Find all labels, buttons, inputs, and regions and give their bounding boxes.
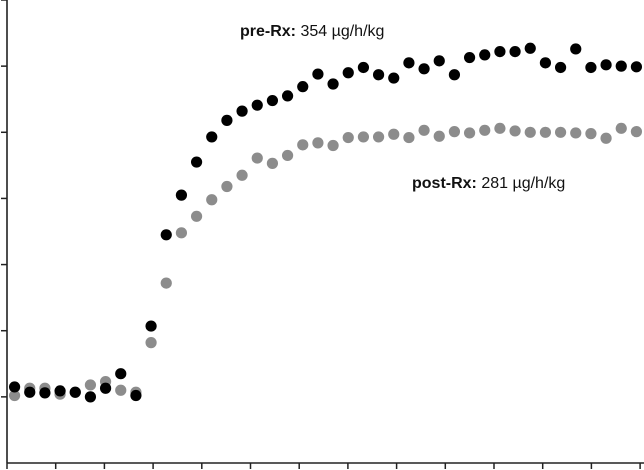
- data-point: [600, 132, 612, 144]
- data-point: [190, 156, 203, 168]
- data-point: [539, 57, 552, 69]
- data-point: [570, 127, 582, 139]
- data-point: [570, 43, 582, 55]
- data-point: [554, 126, 567, 138]
- data-point: [524, 126, 536, 138]
- y-axis: [1, 0, 8, 463]
- annotation-pre-rx: pre-Rx: 354 µg/h/kg: [240, 23, 384, 40]
- data-point: [39, 387, 51, 399]
- data-point: [433, 130, 445, 142]
- data-point: [206, 131, 218, 143]
- data-point: [281, 90, 294, 102]
- data-point: [372, 131, 385, 143]
- data-point: [175, 227, 188, 239]
- data-point: [327, 78, 339, 90]
- data-point: [145, 337, 157, 349]
- data-point: [630, 61, 643, 73]
- data-point: [509, 45, 521, 58]
- data-point: [585, 128, 597, 140]
- data-point: [342, 67, 354, 79]
- series-post-rx: [8, 122, 643, 402]
- data-point: [206, 194, 218, 206]
- data-point: [615, 60, 627, 72]
- data-point: [479, 124, 491, 136]
- data-point: [297, 81, 309, 93]
- data-point: [388, 72, 400, 84]
- data-point: [403, 57, 415, 69]
- data-point: [251, 152, 263, 164]
- data-point: [433, 55, 445, 67]
- data-point: [585, 61, 597, 74]
- data-point: [24, 386, 36, 398]
- data-point: [175, 189, 188, 201]
- data-point: [494, 122, 506, 134]
- data-point: [54, 385, 66, 397]
- data-point: [84, 391, 97, 403]
- data-point: [539, 126, 552, 138]
- annotation-pre-rx-value: 354 µg/h/kg: [296, 23, 384, 40]
- data-point: [327, 139, 339, 152]
- data-point: [372, 69, 385, 81]
- data-point: [615, 122, 627, 134]
- data-point: [494, 45, 506, 58]
- data-point: [357, 131, 370, 143]
- data-point: [8, 381, 21, 393]
- annotation-pre-rx-label: pre-Rx:: [240, 23, 296, 40]
- annotation-post-rx-value: 281 µg/h/kg: [477, 175, 565, 192]
- data-point: [221, 180, 233, 193]
- data-point: [524, 42, 536, 54]
- data-point: [448, 69, 461, 81]
- data-point: [190, 210, 203, 222]
- data-point: [418, 124, 430, 136]
- data-point: [236, 105, 248, 117]
- data-point: [554, 61, 567, 74]
- data-point: [8, 389, 21, 402]
- data-point: [342, 131, 354, 144]
- data-point: [357, 61, 370, 74]
- data-point: [509, 125, 521, 137]
- data-point: [115, 368, 127, 380]
- data-point: [463, 51, 476, 64]
- data-point: [115, 384, 127, 396]
- data-point: [448, 126, 461, 138]
- data-point: [69, 386, 81, 398]
- data-point: [600, 59, 612, 71]
- x-axis-ticks: [6, 463, 641, 469]
- annotation-post-rx: post-Rx: 281 µg/h/kg: [412, 175, 565, 192]
- x-axis: [6, 462, 644, 469]
- data-point: [266, 94, 279, 107]
- data-point: [266, 157, 279, 169]
- data-point: [99, 382, 112, 394]
- data-point: [297, 139, 309, 151]
- data-series: [8, 42, 643, 403]
- data-point: [388, 128, 400, 140]
- data-point: [160, 277, 172, 289]
- data-point: [479, 49, 491, 61]
- data-point: [630, 126, 643, 138]
- series-pre-rx: [8, 42, 643, 403]
- data-point: [160, 229, 172, 241]
- data-point: [403, 131, 415, 144]
- data-point: [84, 379, 97, 391]
- data-point: [312, 137, 324, 149]
- annotation-post-rx-label: post-Rx:: [412, 175, 477, 192]
- data-point: [281, 149, 294, 162]
- data-point: [312, 68, 324, 80]
- y-axis-ticks: [1, 0, 7, 398]
- data-point: [251, 99, 263, 111]
- data-point: [236, 169, 248, 181]
- data-point: [145, 320, 157, 332]
- data-point: [418, 63, 430, 75]
- data-point: [221, 114, 233, 126]
- data-point: [463, 127, 476, 139]
- data-point: [130, 389, 142, 402]
